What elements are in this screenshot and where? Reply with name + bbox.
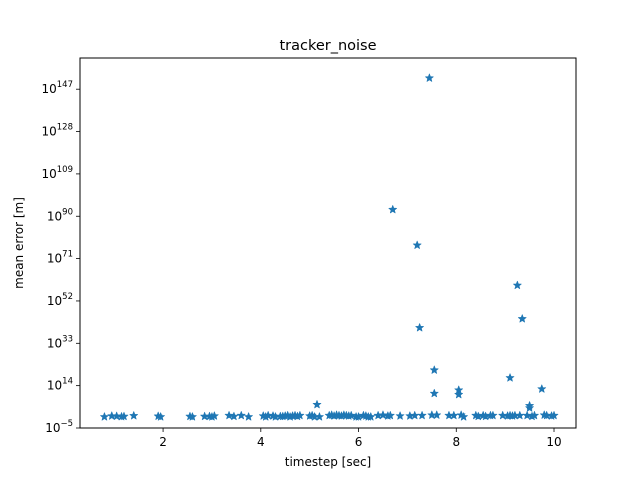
data-point <box>515 411 525 420</box>
data-point <box>315 412 324 421</box>
data-point <box>366 412 376 421</box>
data-point <box>100 412 109 421</box>
data-point <box>295 411 305 420</box>
x-axis-label: timestep [sec] <box>285 455 371 469</box>
data-point <box>522 411 532 420</box>
data-point <box>542 411 551 420</box>
data-point <box>454 390 464 399</box>
y-tick-label: 10−5 <box>45 419 73 435</box>
y-tick-label: 10147 <box>41 80 73 96</box>
data-point <box>112 411 121 420</box>
x-tick-label: 8 <box>452 435 460 449</box>
x-tick-label: 10 <box>546 435 561 449</box>
data-point <box>498 411 507 420</box>
data-point <box>412 240 422 249</box>
data-point <box>378 410 388 419</box>
data-point <box>236 411 246 420</box>
data-point <box>410 411 420 420</box>
data-point <box>537 384 547 393</box>
y-tick-label: 10109 <box>41 165 73 181</box>
y-axis-label: mean error [m] <box>12 197 26 289</box>
data-point <box>244 412 253 421</box>
x-axis: 2 4 6 8 10 <box>159 428 562 449</box>
y-axis: 10−5 1014 1033 1052 1071 1090 10109 10128 10147 <box>41 80 80 435</box>
y-tick-label: 1071 <box>47 250 73 266</box>
data-point <box>459 412 468 421</box>
data-point <box>415 323 424 332</box>
x-tick-label: 2 <box>159 435 167 449</box>
y-tick-label: 10128 <box>41 123 73 139</box>
scatter-points <box>100 73 559 421</box>
data-point <box>513 280 522 290</box>
data-point <box>229 411 239 421</box>
data-point <box>429 365 439 374</box>
data-point <box>346 411 356 420</box>
data-point <box>429 388 439 398</box>
plot-frame <box>79 57 577 429</box>
data-point <box>395 411 405 420</box>
data-point <box>129 411 139 420</box>
data-point <box>388 205 398 214</box>
data-point <box>119 411 129 421</box>
y-tick-label: 1014 <box>47 377 73 393</box>
data-point <box>156 412 165 421</box>
data-point <box>188 412 197 421</box>
data-point <box>210 411 219 420</box>
data-point <box>417 411 427 420</box>
data-point <box>224 411 234 420</box>
chart-title: tracker_noise <box>279 38 376 54</box>
data-point <box>488 411 498 420</box>
x-tick-label: 6 <box>355 435 363 449</box>
x-tick-label: 4 <box>257 435 265 449</box>
y-tick-label: 1090 <box>47 207 73 223</box>
data-point <box>530 411 539 420</box>
data-point <box>449 411 459 420</box>
data-point <box>432 410 442 419</box>
data-point <box>425 73 434 82</box>
data-point <box>263 411 273 420</box>
y-tick-label: 1033 <box>47 334 73 350</box>
data-point <box>386 411 395 420</box>
data-point <box>517 314 527 323</box>
data-point <box>505 373 515 382</box>
data-point <box>549 411 559 420</box>
y-tick-label: 1052 <box>47 292 73 308</box>
data-point <box>312 400 322 409</box>
data-point <box>525 401 534 410</box>
